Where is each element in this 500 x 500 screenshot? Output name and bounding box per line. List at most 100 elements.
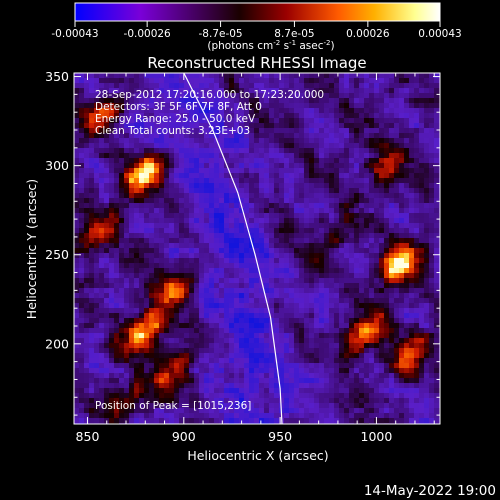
heatmap-cell: [344, 123, 349, 128]
heatmap-cell: [124, 258, 129, 263]
heatmap-cell: [304, 168, 309, 173]
heatmap-cell: [184, 188, 189, 193]
heatmap-cell: [389, 113, 394, 118]
heatmap-cell: [399, 298, 404, 303]
heatmap-cell: [144, 388, 149, 393]
heatmap-cell: [149, 168, 154, 173]
heatmap-cell: [274, 118, 279, 123]
heatmap-cell: [329, 268, 334, 273]
heatmap-cell: [379, 363, 384, 368]
heatmap-cell: [194, 153, 199, 158]
heatmap-cell: [289, 108, 294, 113]
heatmap-cell: [79, 393, 84, 398]
heatmap-cell: [274, 258, 279, 263]
heatmap-cell: [154, 328, 159, 333]
heatmap-cell: [189, 323, 194, 328]
heatmap-cell: [434, 173, 439, 178]
heatmap-cell: [189, 218, 194, 223]
heatmap-cell: [239, 383, 244, 388]
heatmap-cell: [179, 258, 184, 263]
heatmap-cell: [234, 223, 239, 228]
heatmap-cell: [394, 338, 399, 343]
heatmap-cell: [254, 233, 259, 238]
heatmap-cell: [374, 103, 379, 108]
heatmap-cell: [129, 253, 134, 258]
heatmap-cell: [309, 388, 314, 393]
heatmap-cell: [354, 228, 359, 233]
heatmap-cell: [229, 303, 234, 308]
heatmap-cell: [184, 213, 189, 218]
heatmap-cell: [399, 198, 404, 203]
heatmap-cell: [399, 343, 404, 348]
heatmap-cell: [79, 178, 84, 183]
heatmap-cell: [344, 218, 349, 223]
heatmap-cell: [244, 203, 249, 208]
heatmap-cell: [269, 338, 274, 343]
heatmap-cell: [314, 143, 319, 148]
heatmap-cell: [289, 188, 294, 193]
heatmap-cell: [349, 198, 354, 203]
heatmap-cell: [114, 143, 119, 148]
heatmap-cell: [349, 323, 354, 328]
heatmap-cell: [419, 388, 424, 393]
heatmap-cell: [229, 238, 234, 243]
heatmap-cell: [359, 363, 364, 368]
heatmap-cell: [349, 173, 354, 178]
heatmap-cell: [189, 153, 194, 158]
heatmap-cell: [279, 228, 284, 233]
heatmap-cell: [434, 88, 439, 93]
heatmap-cell: [169, 188, 174, 193]
heatmap-cell: [254, 358, 259, 363]
heatmap-cell: [134, 263, 139, 268]
heatmap-cell: [349, 233, 354, 238]
heatmap-cell: [209, 273, 214, 278]
heatmap-cell: [94, 283, 99, 288]
heatmap-cell: [134, 298, 139, 303]
heatmap-cell: [124, 128, 129, 133]
heatmap-cell: [314, 268, 319, 273]
heatmap-cell: [354, 368, 359, 373]
heatmap-cell: [384, 393, 389, 398]
heatmap-cell: [319, 378, 324, 383]
heatmap-cell: [124, 123, 129, 128]
heatmap-cell: [384, 308, 389, 313]
heatmap-cell: [199, 183, 204, 188]
heatmap-cell: [124, 343, 129, 348]
heatmap-cell: [104, 353, 109, 358]
heatmap-cell: [249, 343, 254, 348]
heatmap-cell: [174, 293, 179, 298]
heatmap-cell: [384, 373, 389, 378]
heatmap-cell: [174, 78, 179, 83]
heatmap-cell: [204, 123, 209, 128]
heatmap-cell: [114, 83, 119, 88]
heatmap-cell: [139, 238, 144, 243]
heatmap-cell: [144, 83, 149, 88]
heatmap-cell: [124, 373, 129, 378]
heatmap-cell: [159, 168, 164, 173]
heatmap-cell: [339, 153, 344, 158]
heatmap-cell: [149, 253, 154, 258]
heatmap-cell: [89, 373, 94, 378]
heatmap-cell: [374, 343, 379, 348]
heatmap-cell: [309, 148, 314, 153]
heatmap-cell: [334, 323, 339, 328]
heatmap-cell: [349, 363, 354, 368]
heatmap-cell: [254, 213, 259, 218]
heatmap-cell: [139, 268, 144, 273]
heatmap-cell: [389, 88, 394, 93]
heatmap-cell: [409, 303, 414, 308]
heatmap-cell: [339, 73, 344, 78]
heatmap-cell: [224, 108, 229, 113]
heatmap-cell: [164, 343, 169, 348]
heatmap-cell: [349, 263, 354, 268]
heatmap-cell: [249, 248, 254, 253]
heatmap-cell: [119, 163, 124, 168]
heatmap-cell: [214, 318, 219, 323]
heatmap-cell: [224, 158, 229, 163]
heatmap-cell: [269, 353, 274, 358]
heatmap-cell: [159, 123, 164, 128]
heatmap-cell: [414, 118, 419, 123]
heatmap-cell: [349, 213, 354, 218]
heatmap-cell: [129, 208, 134, 213]
